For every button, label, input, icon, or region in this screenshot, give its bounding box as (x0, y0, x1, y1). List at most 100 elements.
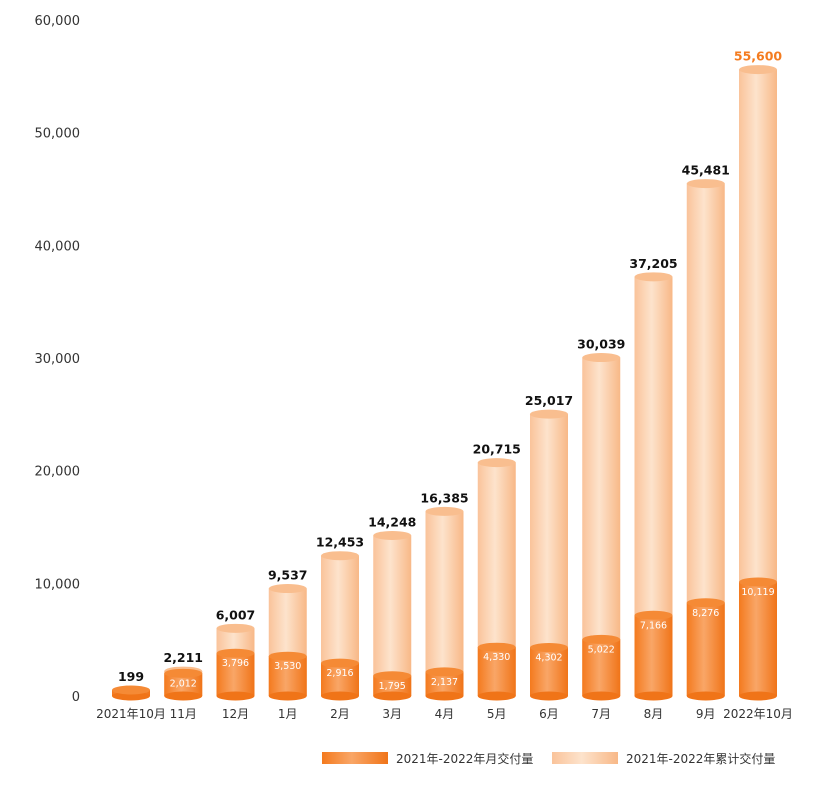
monthly-value-label: 4,330 (483, 652, 510, 663)
monthly-bar-cap (477, 642, 516, 652)
legend-label-total: 2021年-2022年累计交付量 (626, 751, 775, 766)
monthly-bar-base (530, 691, 568, 701)
legend-swatch-monthly (322, 752, 388, 764)
cumulative-value-label: 30,039 (577, 337, 625, 352)
cumulative-value-label: 25,017 (525, 393, 573, 408)
monthly-value-label: 1,795 (379, 681, 406, 692)
x-tick-label: 1月 (278, 707, 298, 721)
monthly-value-label: 3,530 (274, 661, 301, 672)
legend-swatch-total (552, 752, 618, 764)
y-tick-label: 0 (72, 690, 80, 705)
cumulative-bar-cap (477, 458, 516, 468)
y-tick-label: 30,000 (35, 352, 81, 367)
monthly-bar-base (373, 691, 412, 701)
y-tick-label: 60,000 (35, 14, 81, 29)
x-tick-label: 5月 (487, 707, 507, 721)
monthly-bar-base (686, 691, 725, 701)
monthly-bar-cap (634, 610, 673, 620)
cumulative-bar (373, 535, 412, 696)
monthly-bar-base (164, 691, 203, 701)
monthly-value-label: 2,012 (170, 678, 197, 689)
monthly-bar-cap (373, 671, 412, 681)
cumulative-value-label: 14,248 (368, 514, 416, 529)
y-tick-label: 10,000 (35, 577, 81, 592)
cumulative-bar-cap (530, 409, 568, 419)
cumulative-value-label: 2,211 (163, 650, 203, 665)
cumulative-value-label: 55,600 (734, 49, 783, 64)
cumulative-bar-cap (216, 623, 255, 633)
monthly-value-label: 8,276 (692, 608, 719, 619)
monthly-bar (216, 653, 255, 696)
cumulative-bar-cap (425, 506, 464, 516)
legend-label-monthly: 2021年-2022年月交付量 (396, 751, 533, 766)
monthly-value-label: 4,302 (535, 653, 562, 664)
monthly-bar (268, 656, 307, 696)
monthly-value-label: 2,137 (431, 677, 458, 688)
monthly-bar-base (216, 691, 255, 701)
monthly-bar (477, 647, 516, 696)
monthly-bar (686, 602, 725, 696)
monthly-value-label: 5,022 (588, 644, 615, 655)
cumulative-value-label: 199 (118, 669, 144, 684)
x-tick-label: 6月 (539, 707, 559, 721)
monthly-bar-base (634, 691, 673, 701)
monthly-bar-base (582, 691, 621, 701)
monthly-bar-cap (530, 643, 568, 653)
monthly-value-label: 10,119 (741, 587, 774, 598)
monthly-value-label: 2,916 (326, 668, 353, 679)
bars: 199 2,012 2,211 3,796 6,007 3,530 9,537 2,916 12… (112, 49, 782, 701)
monthly-bar (739, 581, 777, 696)
monthly-bar-base (739, 691, 777, 701)
legend: 2021年-2022年月交付量 2021年-2022年累计交付量 (322, 751, 775, 766)
x-axis: 2021年10月 11月 12月 1月 2月 3月 4月 5月 6月 7月 8月 9月 2022年10月 (96, 707, 793, 721)
cumulative-value-label: 12,453 (316, 535, 364, 550)
monthly-bar (164, 673, 203, 696)
x-tick-label: 2月 (330, 707, 350, 721)
monthly-bar (634, 615, 673, 696)
cumulative-bar-cap (268, 584, 307, 594)
x-tick-label: 11月 (170, 707, 197, 721)
x-tick-label: 3月 (382, 707, 402, 721)
monthly-bar-cap (164, 668, 203, 678)
cumulative-bar-cap (582, 353, 621, 363)
monthly-value-label: 3,796 (222, 658, 249, 669)
x-tick-label: 12月 (222, 707, 249, 721)
monthly-bar-base (321, 691, 359, 701)
x-tick-label: 7月 (591, 707, 611, 721)
y-tick-label: 40,000 (35, 239, 81, 254)
monthly-bar-base (425, 691, 464, 701)
cumulative-value-label: 16,385 (420, 490, 468, 505)
monthly-bar-cap (268, 651, 307, 661)
cumulative-bar-cap (686, 179, 725, 189)
cumulative-bar (425, 511, 464, 696)
x-tick-label: 2022年10月 (723, 707, 793, 721)
monthly-bar (373, 675, 412, 696)
cumulative-bar-cap (634, 272, 673, 282)
x-tick-label: 9月 (696, 707, 716, 721)
monthly-bar (321, 663, 359, 696)
cumulative-value-label: 37,205 (629, 256, 677, 271)
x-tick-label: 2021年10月 (96, 707, 166, 721)
cumulative-value-label: 20,715 (473, 442, 521, 457)
monthly-bar-cap (112, 685, 150, 695)
y-tick-label: 20,000 (35, 465, 81, 480)
cumulative-value-label: 9,537 (268, 568, 308, 583)
monthly-bar (582, 639, 621, 696)
monthly-bar-base (268, 691, 307, 701)
monthly-bar-cap (216, 648, 255, 658)
cumulative-bar-cap (739, 65, 777, 75)
y-axis: 0 10,000 20,000 30,000 40,000 50,000 60,000 (35, 14, 81, 705)
monthly-bar-base (477, 691, 516, 701)
x-tick-label: 8月 (644, 707, 664, 721)
cumulative-bar-cap (321, 551, 359, 561)
cumulative-value-label: 45,481 (682, 163, 730, 178)
y-tick-label: 50,000 (35, 127, 81, 142)
monthly-bar-cap (321, 658, 359, 668)
monthly-bar-cap (686, 598, 725, 608)
monthly-bar-cap (739, 577, 777, 587)
cumulative-value-label: 6,007 (216, 607, 256, 622)
monthly-bar (530, 647, 568, 696)
cumulative-bar-cap (373, 530, 412, 540)
x-tick-label: 4月 (435, 707, 455, 721)
